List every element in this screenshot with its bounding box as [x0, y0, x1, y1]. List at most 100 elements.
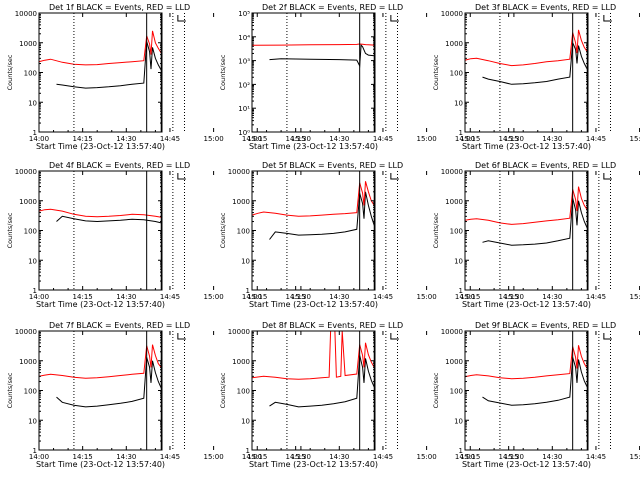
y-tick-label: 10000: [441, 168, 463, 176]
x-tick-label: 14:45: [160, 453, 180, 461]
x-tick-label: 15:15: [460, 135, 480, 143]
y-tick-label: 100: [450, 388, 463, 396]
bracket-marker: [603, 333, 612, 340]
plot-frame: [38, 170, 163, 291]
y-tick-label: 1: [246, 287, 250, 295]
x-tick-label: 15:00: [630, 293, 640, 301]
x-tick-label: 14:30: [542, 135, 562, 143]
x-tick-label: 14:00: [455, 453, 475, 461]
x-tick-label: 14:45: [373, 453, 393, 461]
y-tick-label: 1: [459, 447, 463, 455]
x-tick-label: 14:15: [499, 293, 519, 301]
panel-title: Det 3f BLACK = Events, RED = LLD: [475, 3, 616, 12]
y-tick-label: 10⁵: [238, 10, 250, 18]
bracket-marker: [603, 15, 612, 22]
x-tick-label: 14:00: [29, 453, 49, 461]
x-tick-label: 14:00: [29, 293, 49, 301]
y-tick-label: 100: [450, 70, 463, 78]
series-lld: [465, 29, 588, 67]
x-tick-label: 14:00: [455, 293, 475, 301]
bracket-marker: [390, 173, 399, 180]
bracket-marker: [177, 333, 186, 340]
x-axis-label: Start Time (23-Oct-12 13:57:40): [462, 142, 591, 151]
x-tick-label: 15:00: [417, 135, 437, 143]
y-tick-label: 10: [241, 417, 250, 425]
y-tick-label: 1: [246, 447, 250, 455]
y-tick-label: 10000: [441, 328, 463, 336]
x-tick-label: 14:00: [29, 135, 49, 143]
y-tick-label: 1000: [19, 358, 37, 366]
x-tick-label: 14:15: [286, 293, 306, 301]
x-tick-label: 14:00: [242, 293, 262, 301]
x-tick-label: 15:15: [460, 453, 480, 461]
panel-det-6: Det 6f BLACK = Events, RED = LLD 14:00 14:…: [432, 161, 640, 309]
y-tick-label: 1000: [445, 40, 463, 48]
series-lld: [39, 30, 162, 66]
y-tick-label: 100: [237, 228, 250, 236]
y-tick-label: 10000: [15, 168, 37, 176]
panel-title: Det 1f BLACK = Events, RED = LLD: [49, 3, 190, 12]
plot-frame: [251, 12, 376, 133]
panel-title: Det 4f BLACK = Events, RED = LLD: [49, 161, 190, 170]
y-tick-label: 100: [450, 228, 463, 236]
panel-title: Det 2f BLACK = Events, RED = LLD: [262, 3, 403, 12]
y-tick-label: 1000: [445, 198, 463, 206]
y-axis-label: Counts/sec: [432, 372, 440, 408]
plot-frame: [464, 12, 589, 133]
x-tick-label: 15:30: [291, 293, 311, 301]
bracket-marker: [390, 333, 399, 340]
x-tick-label: 14:30: [329, 293, 349, 301]
x-tick-label: 14:45: [586, 293, 606, 301]
x-tick-label: 14:00: [455, 135, 475, 143]
series-events: [269, 191, 375, 240]
plot-frame: [38, 330, 163, 451]
series-lld: [39, 344, 162, 379]
plot-frame: [251, 170, 376, 291]
x-tick-label: 15:15: [460, 293, 480, 301]
x-tick-label: 15:30: [291, 135, 311, 143]
x-tick-label: 14:30: [116, 293, 136, 301]
panel-title: Det 8f BLACK = Events, RED = LLD: [262, 321, 403, 330]
x-tick-label: 15:15: [247, 293, 267, 301]
x-tick-label: 14:30: [542, 453, 562, 461]
y-tick-label: 1000: [19, 198, 37, 206]
y-tick-label: 10: [454, 417, 463, 425]
bracket-marker: [177, 173, 186, 180]
y-tick-label: 10³: [238, 58, 250, 66]
x-tick-label: 14:45: [373, 135, 393, 143]
series-lld: [252, 181, 375, 217]
y-tick-label: 100: [24, 70, 37, 78]
series-events: [482, 42, 588, 85]
x-tick-label: 15:30: [504, 135, 524, 143]
x-tick-label: 14:30: [116, 135, 136, 143]
x-tick-label: 15:15: [247, 135, 267, 143]
series-lld: [39, 208, 162, 218]
y-tick-label: 1000: [232, 198, 250, 206]
plot-frame: [464, 170, 589, 291]
x-axis-label: Start Time (23-Oct-12 13:57:40): [249, 142, 378, 151]
plot-frame: [251, 330, 376, 451]
x-tick-label: 15:00: [417, 453, 437, 461]
x-tick-label: 15:00: [204, 135, 224, 143]
y-tick-label: 10000: [15, 10, 37, 18]
y-tick-label: 1: [33, 447, 37, 455]
x-tick-label: 15:00: [204, 453, 224, 461]
plot-frame: [464, 330, 589, 451]
x-axis-label: Start Time (23-Oct-12 13:57:40): [36, 300, 165, 309]
y-tick-label: 1000: [445, 358, 463, 366]
y-tick-label: 1: [33, 129, 37, 137]
x-tick-label: 14:15: [73, 453, 93, 461]
y-axis-label: Counts/sec: [432, 54, 440, 90]
y-axis-label: Counts/sec: [432, 212, 440, 248]
panel-det-2: Det 2f BLACK = Events, RED = LLD 14:00 14:…: [219, 3, 524, 151]
series-events: [482, 198, 588, 246]
x-tick-label: 15:30: [504, 453, 524, 461]
series-lld: [465, 345, 588, 380]
y-tick-label: 1: [33, 287, 37, 295]
x-tick-label: 14:15: [286, 453, 306, 461]
x-tick-label: 15:30: [291, 453, 311, 461]
series-events: [56, 215, 162, 224]
panel-det-9: Det 9f BLACK = Events, RED = LLD 14:00 14:…: [432, 321, 640, 469]
y-tick-label: 1000: [19, 40, 37, 48]
x-tick-label: 15:30: [504, 293, 524, 301]
